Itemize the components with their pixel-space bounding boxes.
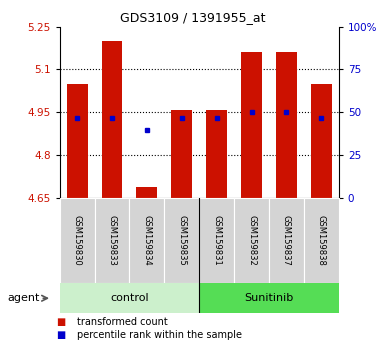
Bar (269, 198, 304, 283)
Text: control: control (110, 293, 149, 303)
Text: GSM159832: GSM159832 (247, 215, 256, 266)
Bar (102, 41, 122, 198)
Text: GSM159838: GSM159838 (317, 215, 326, 266)
Bar (311, 84, 332, 198)
Text: ■: ■ (56, 317, 65, 327)
Text: GSM159837: GSM159837 (282, 215, 291, 266)
Text: percentile rank within the sample: percentile rank within the sample (77, 330, 242, 339)
Text: GSM159835: GSM159835 (177, 215, 186, 266)
Bar (60, 283, 199, 313)
Bar (241, 52, 262, 198)
Text: GSM159833: GSM159833 (107, 215, 117, 266)
Text: agent: agent (8, 293, 40, 303)
Text: transformed count: transformed count (77, 317, 168, 327)
Bar (304, 198, 339, 283)
Bar (234, 198, 269, 283)
Bar (206, 109, 227, 198)
Text: GSM159831: GSM159831 (212, 215, 221, 266)
Bar (95, 198, 129, 283)
Bar (129, 198, 164, 283)
Bar (60, 198, 95, 283)
Bar (276, 52, 297, 198)
Bar (199, 283, 339, 313)
Text: GDS3109 / 1391955_at: GDS3109 / 1391955_at (120, 11, 265, 24)
Bar (199, 198, 234, 283)
Bar (164, 198, 199, 283)
Text: GSM159834: GSM159834 (142, 215, 151, 266)
Text: GSM159830: GSM159830 (73, 215, 82, 266)
Text: Sunitinib: Sunitinib (244, 293, 294, 303)
Bar (136, 187, 157, 198)
Text: ■: ■ (56, 330, 65, 339)
Bar (67, 84, 88, 198)
Bar (171, 109, 192, 198)
